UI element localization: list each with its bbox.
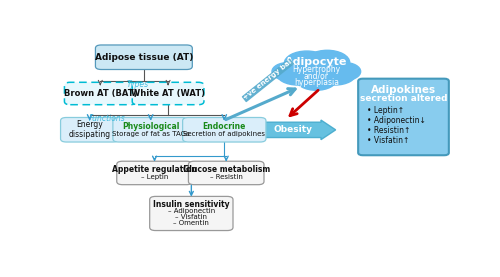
Circle shape [328,63,360,81]
Circle shape [284,51,330,76]
Text: – Leptin: – Leptin [141,174,168,180]
Circle shape [276,62,318,85]
Circle shape [314,62,356,85]
Text: secretion altered: secretion altered [360,94,448,103]
Text: Appetite regulation: Appetite regulation [112,165,197,174]
Text: Secretion of adipokines: Secretion of adipokines [184,131,266,137]
Text: Adipocyte: Adipocyte [285,57,348,67]
Circle shape [296,68,337,90]
FancyBboxPatch shape [132,82,204,105]
FancyArrow shape [262,120,336,140]
Text: – Resistin: – Resistin [210,174,242,180]
Circle shape [288,55,344,86]
FancyBboxPatch shape [150,196,233,230]
FancyBboxPatch shape [182,117,266,142]
FancyBboxPatch shape [358,79,449,155]
Text: White AT (WAT): White AT (WAT) [131,89,205,98]
Text: Storage of fat as TAGs: Storage of fat as TAGs [112,131,190,137]
Circle shape [272,63,304,81]
Text: • Visfatin↑: • Visfatin↑ [368,136,410,145]
FancyBboxPatch shape [64,82,136,105]
FancyBboxPatch shape [188,161,264,185]
Text: • Leptin↑: • Leptin↑ [368,106,405,114]
Text: Physiological: Physiological [122,122,180,131]
Text: +ve energy bal: +ve energy bal [242,59,294,101]
FancyBboxPatch shape [96,45,192,70]
Text: – Adiponectin: – Adiponectin [168,208,215,214]
Text: Obesity: Obesity [274,125,312,134]
Text: Insulin sensitivity: Insulin sensitivity [153,200,230,209]
FancyBboxPatch shape [60,117,118,142]
Text: hyperplasia: hyperplasia [294,78,339,87]
FancyBboxPatch shape [117,161,192,185]
Text: – Omentin: – Omentin [174,220,210,226]
Text: – Visfatin: – Visfatin [176,214,208,220]
Text: Adipose tissue (AT): Adipose tissue (AT) [94,53,193,62]
Circle shape [304,50,350,75]
Text: Adipokines: Adipokines [371,85,436,95]
Text: • Adiponectin↓: • Adiponectin↓ [368,116,426,125]
FancyBboxPatch shape [113,117,188,142]
Text: Functions: Functions [88,114,126,124]
Text: Endocrine: Endocrine [202,122,246,131]
Text: and/or: and/or [304,72,329,81]
Text: • Resistin↑: • Resistin↑ [368,126,411,135]
Text: Hypertrophy: Hypertrophy [292,65,341,74]
Text: Types: Types [127,79,149,89]
Text: Glucose metabolism: Glucose metabolism [182,165,270,174]
Text: Brown AT (BAT): Brown AT (BAT) [64,89,137,98]
Text: Energy
dissipating: Energy dissipating [68,120,110,139]
